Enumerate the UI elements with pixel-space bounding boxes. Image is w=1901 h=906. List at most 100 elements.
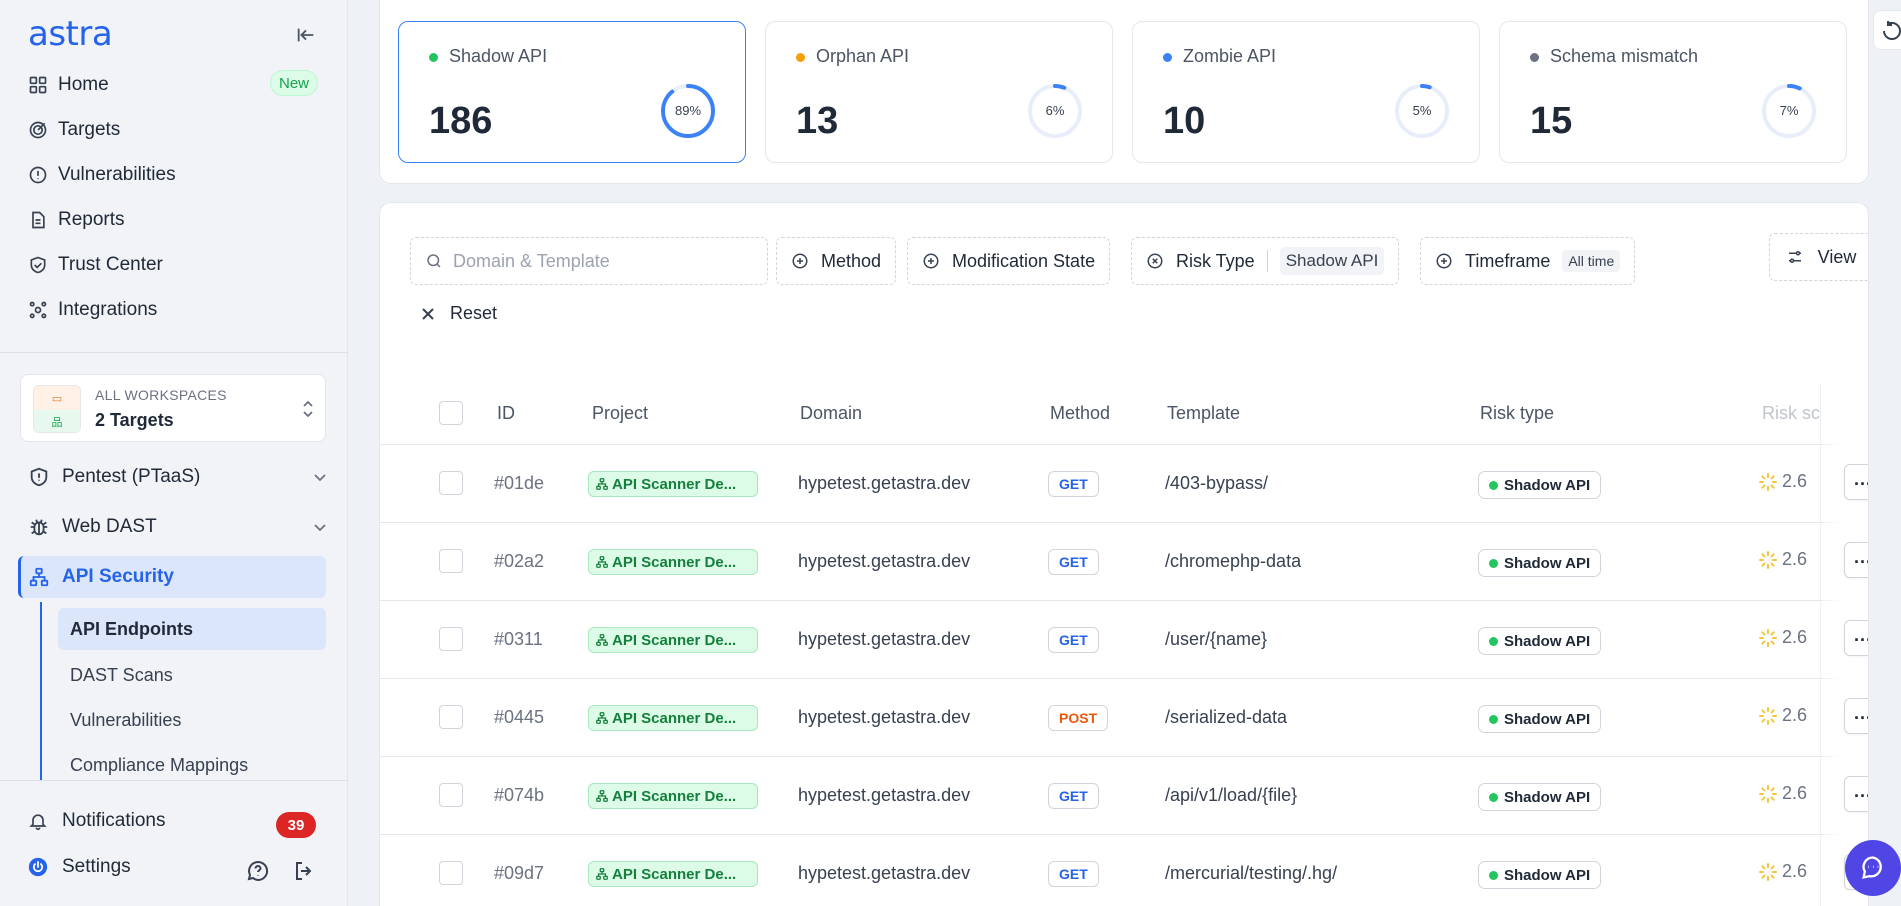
row-more-button[interactable]: ...	[1844, 698, 1868, 734]
col-template[interactable]: Template	[1167, 403, 1241, 423]
search-input[interactable]	[453, 250, 753, 272]
row-id[interactable]: #0445	[494, 707, 545, 727]
row-more-button[interactable]: ...	[1844, 464, 1868, 500]
subnav-compliance-mappings[interactable]: Compliance Mappings	[58, 744, 326, 786]
table-row[interactable]: #09d7 API Scanner De... hypetest.getastra.…	[380, 835, 1868, 906]
subnav-vulnerabilities[interactable]: Vulnerabilities	[58, 699, 326, 741]
view-button[interactable]: View	[1769, 233, 1868, 281]
network-icon	[596, 868, 608, 880]
row-more-button[interactable]: ...	[1844, 542, 1868, 578]
chat-support-button[interactable]	[1845, 840, 1901, 896]
row-more-button[interactable]: ...	[1844, 776, 1868, 812]
nav-vulnerabilities[interactable]: Vulnerabilities	[28, 160, 176, 190]
row-checkbox[interactable]	[439, 705, 463, 729]
workspace-selector[interactable]: ▭ 品 ALL WORKSPACES 2 Targets	[20, 374, 326, 442]
row-id[interactable]: #074b	[494, 785, 545, 805]
select-all-checkbox[interactable]	[439, 401, 463, 425]
row-checkbox[interactable]	[439, 549, 463, 573]
table-row[interactable]: #074b API Scanner De... hypetest.getastra.…	[380, 757, 1868, 835]
close-icon	[422, 307, 434, 320]
row-id[interactable]: #09d7	[494, 863, 545, 883]
subnav-dast-scans[interactable]: DAST Scans	[58, 654, 326, 696]
status-dot	[429, 53, 438, 62]
col-method[interactable]: Method	[1050, 403, 1111, 423]
logout-icon[interactable]	[292, 859, 316, 883]
row-checkbox[interactable]	[439, 861, 463, 885]
help-chat-icon[interactable]	[246, 859, 270, 883]
filter-risk-type[interactable]: Risk Type Shadow API	[1131, 237, 1400, 285]
progress-label: 7%	[1780, 103, 1799, 118]
col-domain[interactable]: Domain	[800, 403, 863, 423]
col-risk-type[interactable]: Risk type	[1480, 403, 1555, 423]
nav-targets[interactable]: Targets	[28, 115, 120, 145]
risk-score-value: 2.6	[1782, 705, 1808, 725]
stat-card-schema-mismatch[interactable]: Schema mismatch 15 7%	[1499, 21, 1847, 163]
shield-icon	[30, 467, 48, 487]
project-badge[interactable]: API Scanner De...	[588, 705, 758, 731]
row-id[interactable]: #0311	[494, 629, 543, 649]
col-project[interactable]: Project	[592, 403, 649, 423]
row-id[interactable]: #01de	[494, 473, 545, 493]
status-dot	[1489, 480, 1498, 490]
table-row[interactable]: #0445 API Scanner De... hypetest.getastra.…	[380, 679, 1868, 757]
filter-divider	[1266, 250, 1268, 272]
nav-settings[interactable]: Settings	[28, 856, 131, 878]
project-badge[interactable]: API Scanner De...	[588, 783, 758, 809]
risk-type-badge: Shadow API	[1478, 627, 1602, 655]
filter-modification-state[interactable]: Modification State	[907, 237, 1111, 285]
nav-trust-center[interactable]: Trust Center	[28, 250, 163, 280]
search-box[interactable]	[410, 237, 768, 285]
table-row[interactable]: #0311 API Scanner De... hypetest.getastra.…	[380, 601, 1868, 679]
nav-home[interactable]: Home	[28, 70, 109, 100]
nav-notifications[interactable]: Notifications	[28, 810, 166, 832]
subnav-api-endpoints[interactable]: API Endpoints	[58, 608, 326, 650]
stat-card-zombie-api[interactable]: Zombie API 10 5%	[1132, 21, 1480, 163]
row-checkbox[interactable]	[439, 627, 463, 651]
collapse-sidebar-icon[interactable]	[295, 24, 317, 46]
project-badge[interactable]: API Scanner De...	[588, 861, 758, 887]
col-risk-score[interactable]: Risk sc	[1762, 403, 1820, 423]
power-icon	[28, 857, 48, 877]
refresh-button[interactable]	[1873, 10, 1901, 50]
reset-button[interactable]: Reset	[420, 303, 497, 324]
project-badge[interactable]: API Scanner De...	[588, 627, 758, 653]
row-id[interactable]: #02a2	[494, 551, 545, 571]
filter-timeframe[interactable]: Timeframe All time	[1420, 237, 1636, 285]
astra-logo[interactable]: astra	[28, 14, 113, 54]
settings-label: Settings	[62, 856, 131, 877]
stat-label: Zombie API	[1183, 46, 1277, 66]
chat-icon	[1862, 856, 1882, 879]
risk-type-label: Shadow API	[1504, 866, 1591, 884]
filter-timeframe-label: Timeframe	[1465, 250, 1551, 271]
risk-score-value: 2.6	[1782, 627, 1808, 647]
table-row[interactable]: #01de API Scanner De... hypetest.getastra.…	[380, 445, 1868, 523]
nav-reports[interactable]: Reports	[28, 205, 125, 235]
status-dot	[1489, 558, 1498, 568]
row-domain: hypetest.getastra.dev	[798, 629, 971, 649]
nav-web-dast[interactable]: Web DAST	[28, 512, 328, 542]
table-row[interactable]: #02a2 API Scanner De... hypetest.getastra.…	[380, 523, 1868, 601]
stat-card-orphan-api[interactable]: Orphan API 13 6%	[765, 21, 1113, 163]
project-badge[interactable]: API Scanner De...	[588, 471, 758, 497]
risk-score-value: 2.6	[1782, 471, 1808, 491]
row-more-button[interactable]: ...	[1844, 620, 1868, 656]
nav-integrations[interactable]: Integrations	[28, 295, 157, 325]
nav-trust-center-label: Trust Center	[58, 254, 163, 275]
grid-icon	[29, 76, 47, 94]
project-badge[interactable]: API Scanner De...	[588, 549, 758, 575]
filter-method[interactable]: Method	[776, 237, 897, 285]
nav-pentest[interactable]: Pentest (PTaaS)	[28, 462, 328, 492]
nav-api-security[interactable]: API Security	[28, 562, 328, 592]
row-template: /mercurial/testing/.hg/	[1165, 863, 1338, 883]
subnav-dast-scans-label: DAST Scans	[70, 664, 173, 685]
risk-type-label: Shadow API	[1504, 554, 1591, 572]
progress-arc	[1028, 84, 1082, 138]
stat-card-shadow-api[interactable]: Shadow API 186 89%	[398, 21, 746, 163]
row-checkbox[interactable]	[439, 471, 463, 495]
new-badge: New	[270, 70, 319, 96]
stat-value: 10	[1163, 100, 1206, 142]
row-domain: hypetest.getastra.dev	[798, 785, 971, 805]
col-id[interactable]: ID	[497, 403, 515, 423]
x-circle-icon[interactable]	[1146, 252, 1164, 270]
row-checkbox[interactable]	[439, 783, 463, 807]
